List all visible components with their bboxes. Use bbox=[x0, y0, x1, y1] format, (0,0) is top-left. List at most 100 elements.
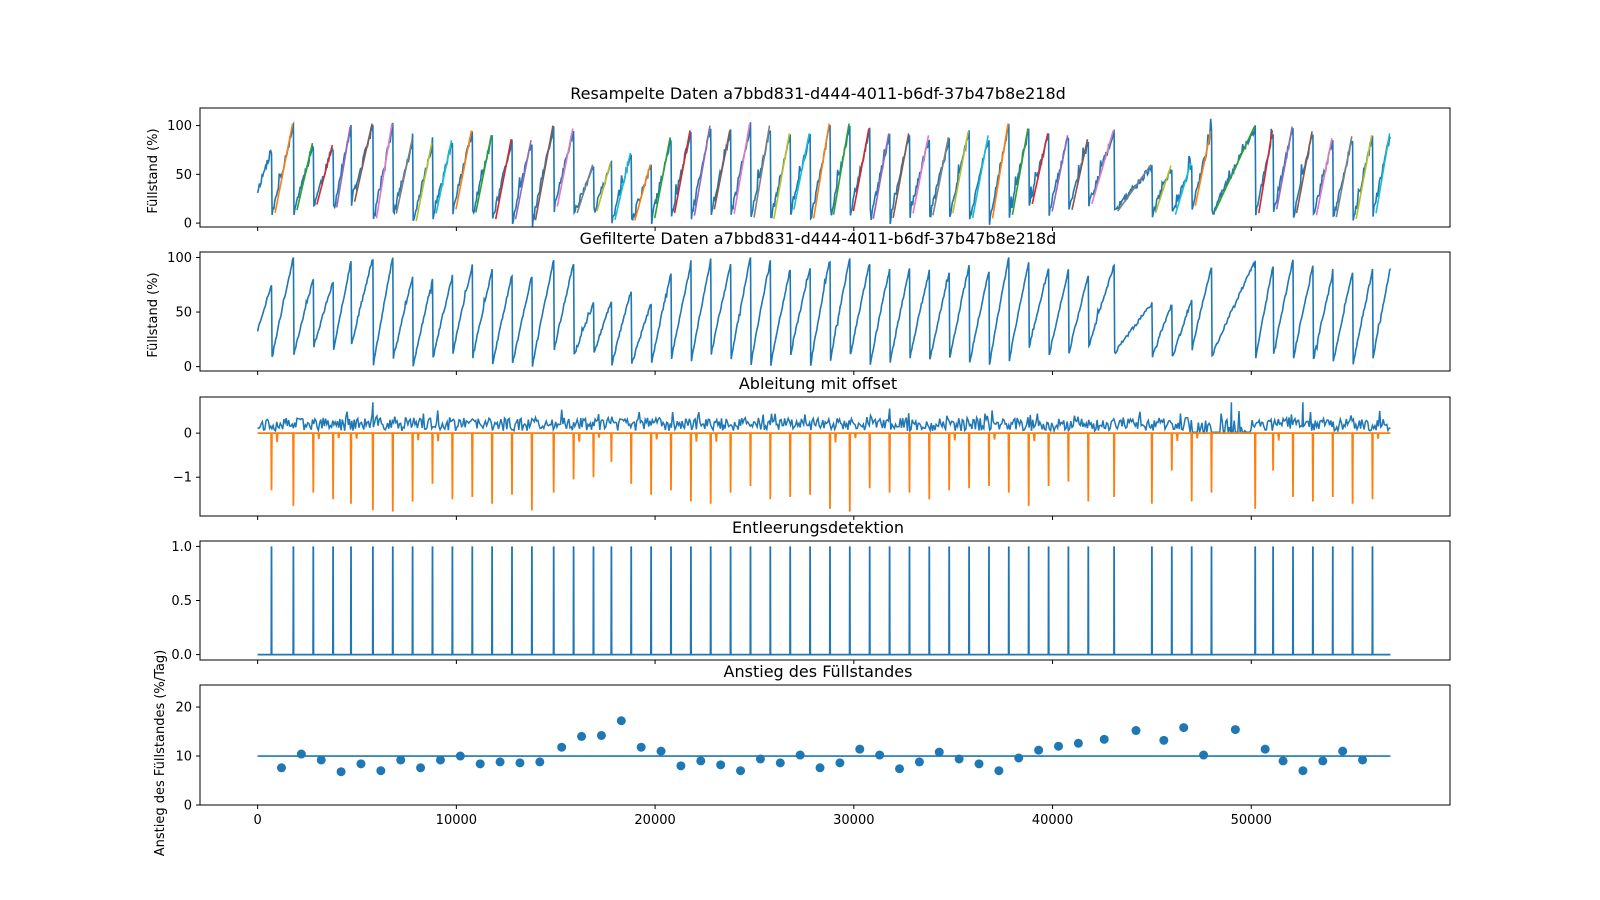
slope-ytick-label: 0 bbox=[184, 799, 192, 814]
fit-segment-line bbox=[773, 133, 791, 219]
slope-point bbox=[1014, 753, 1024, 763]
slope-point bbox=[515, 758, 525, 768]
slope-point bbox=[1358, 755, 1368, 765]
fit-segment-line bbox=[1194, 131, 1212, 206]
fit-segment-line bbox=[455, 130, 473, 210]
fit-segment-line bbox=[1011, 128, 1029, 215]
panel-derivative: Ableitung mit offset 0 −1 bbox=[173, 374, 1451, 520]
panel-slope-title: Anstieg des Füllstandes bbox=[724, 662, 913, 681]
slope-point bbox=[276, 763, 286, 773]
slope-point bbox=[435, 755, 445, 765]
slope-point bbox=[835, 758, 845, 768]
slope-point bbox=[895, 764, 905, 774]
slope-point bbox=[1278, 756, 1288, 766]
panel-detection: Entleerungsdetektion 0.0 0.5 1.0 bbox=[171, 518, 1451, 664]
slope-xtick-label: 10000 bbox=[436, 813, 477, 828]
slope-xtick-label: 20000 bbox=[634, 813, 675, 828]
fit-segment-line bbox=[1355, 135, 1373, 220]
slope-point bbox=[994, 766, 1004, 776]
panel-slope: Anstieg des Füllstandes Anstieg des Füll… bbox=[153, 650, 1451, 856]
slope-point bbox=[416, 763, 426, 773]
slope-point bbox=[1199, 750, 1209, 760]
fit-segment-line bbox=[316, 144, 334, 205]
detection-series-line bbox=[257, 546, 1391, 656]
slope-point bbox=[1338, 746, 1348, 756]
slope-point bbox=[535, 757, 545, 767]
slope-xtick-label: 0 bbox=[253, 813, 261, 828]
fit-segment-line bbox=[713, 130, 731, 210]
fit-segment-line bbox=[494, 139, 512, 220]
plot-derivative: 0 −1 bbox=[173, 396, 1451, 520]
fit-segment-line bbox=[335, 126, 352, 208]
plot-filtered: 0 50 100 bbox=[167, 251, 1451, 375]
slope-point bbox=[755, 754, 765, 764]
panel-resampled-title: Resampelte Daten a7bbd831-d444-4011-b6df… bbox=[570, 84, 1066, 103]
fit-segment-line bbox=[534, 125, 554, 221]
fit-segment-line bbox=[415, 142, 433, 222]
fit-segment-line bbox=[614, 152, 632, 220]
fit-segment-line bbox=[1375, 133, 1391, 214]
slope-point bbox=[855, 744, 865, 754]
plot-filtered-frame bbox=[199, 251, 1451, 372]
derivative-ytick-label: 0 bbox=[184, 427, 192, 442]
fit-segment-line bbox=[892, 133, 910, 219]
slope-point bbox=[296, 749, 306, 759]
slope-point bbox=[696, 756, 706, 766]
slope-point bbox=[376, 766, 386, 776]
slope-point bbox=[495, 757, 505, 767]
fit-segment-line bbox=[872, 133, 890, 219]
panel-detection-title: Entleerungsdetektion bbox=[732, 518, 904, 537]
slope-point bbox=[736, 766, 746, 776]
slope-point bbox=[557, 742, 567, 752]
fit-segment-line bbox=[1214, 126, 1256, 212]
panel-resampled: Resampelte Daten a7bbd831-d444-4011-b6df… bbox=[146, 84, 1451, 232]
slope-point bbox=[616, 716, 626, 726]
slope-xtick-label: 40000 bbox=[1032, 813, 1073, 828]
slope-point bbox=[1054, 741, 1064, 751]
derivative-positive-line bbox=[257, 402, 1391, 434]
slope-point bbox=[815, 763, 825, 773]
slope-point bbox=[1260, 744, 1270, 754]
slope-point bbox=[1298, 766, 1308, 776]
fit-segment-line bbox=[753, 125, 771, 218]
slope-ytick-label: 10 bbox=[175, 750, 192, 765]
fit-segment-line bbox=[596, 162, 612, 212]
slope-point bbox=[716, 760, 726, 770]
fit-segment-line bbox=[1174, 162, 1192, 215]
detection-ytick-label: 0.5 bbox=[171, 594, 192, 609]
resampled-ytick-label: 0 bbox=[184, 217, 192, 232]
fit-segment-line bbox=[1315, 138, 1333, 216]
slope-point bbox=[475, 759, 485, 769]
fit-segment-line bbox=[475, 135, 493, 213]
fit-segment-line bbox=[1335, 136, 1353, 218]
plot-detection-frame bbox=[199, 540, 1451, 661]
detection-ytick-label: 0.0 bbox=[171, 648, 192, 663]
resampled-ytick-label: 100 bbox=[167, 119, 192, 134]
fit-segment-line bbox=[1031, 133, 1049, 205]
slope-point bbox=[1099, 734, 1109, 744]
plot-resampled: 0 50 100 bbox=[167, 107, 1451, 232]
fit-segment-line bbox=[1258, 130, 1274, 214]
panel-filtered-ylabel: Füllstand (%) bbox=[146, 272, 161, 357]
plot-slope-frame bbox=[199, 684, 1451, 806]
slope-point bbox=[954, 754, 964, 764]
resampled-ytick-label: 50 bbox=[175, 168, 192, 183]
fit-segment-line bbox=[395, 140, 413, 214]
fit-segment-line bbox=[951, 131, 970, 214]
slope-point bbox=[316, 755, 326, 765]
detection-ytick-label: 1.0 bbox=[171, 540, 192, 555]
slope-point bbox=[336, 767, 346, 777]
slope-point bbox=[1318, 756, 1328, 766]
fit-segment-line bbox=[274, 123, 294, 213]
fit-segment-line bbox=[1051, 135, 1069, 212]
panel-filtered-title: Gefilterte Daten a7bbd831-d444-4011-b6df… bbox=[580, 229, 1057, 248]
slope-point bbox=[914, 757, 924, 767]
plot-resampled-frame bbox=[199, 107, 1451, 228]
fit-segment-line bbox=[932, 137, 950, 216]
plot-derivative-frame bbox=[199, 396, 1451, 517]
slope-point bbox=[1230, 725, 1240, 735]
slope-point bbox=[1159, 735, 1169, 745]
derivative-negative-line bbox=[257, 432, 1391, 512]
slope-point bbox=[636, 742, 646, 752]
